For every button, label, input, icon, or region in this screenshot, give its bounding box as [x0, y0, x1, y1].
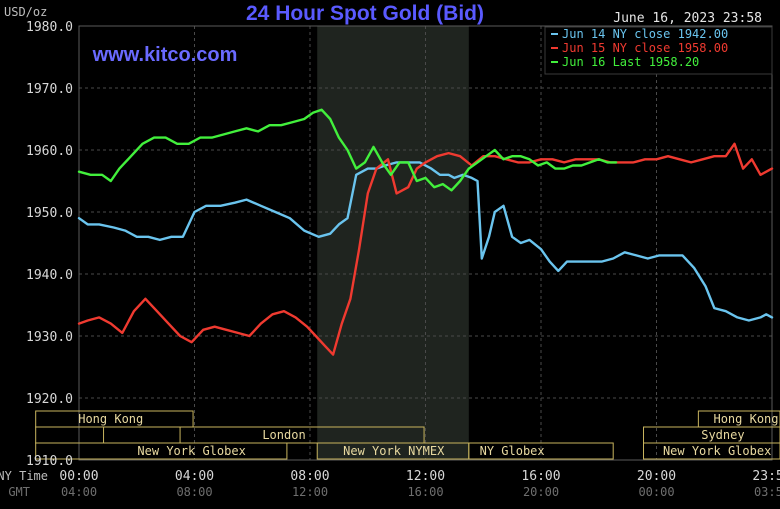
- series-line-0: [77, 161, 774, 322]
- x-tick-label-ny: 00:00: [59, 469, 98, 484]
- series-line-2: [77, 108, 618, 192]
- session-label: New York Globex: [137, 444, 245, 458]
- x-tick-label-ny: 04:00: [175, 469, 214, 484]
- session-bar: [468, 442, 614, 460]
- session-bar: [35, 410, 194, 428]
- x-tick-label-gmt: 08:00: [176, 485, 212, 499]
- y-axis-ticks: 1980.0 1970.0 1960.0 1950.0 1940.0 1930.0 1920…: [26, 20, 73, 469]
- legend-entry: Jun 16 Last 1958.20: [562, 55, 699, 69]
- session-label: Hong Kong: [713, 412, 778, 426]
- x-tick-label-ny: 12:00: [406, 469, 445, 484]
- x-row-label-gmt: GMT: [8, 485, 30, 499]
- trading-sessions: Hong Kong Hong Kong London Sydney New York G…: [35, 410, 780, 460]
- session-bar: [35, 442, 288, 460]
- x-row-label-ny: NY Time: [0, 469, 48, 483]
- x-tick-label-gmt: 03:59: [754, 485, 780, 499]
- session-bar: [179, 426, 425, 444]
- legend-entry: Jun 15 NY close 1958.00: [562, 41, 728, 55]
- y-tick-label: 1950.0: [26, 206, 73, 221]
- session-label: New York NYMEX: [343, 444, 445, 458]
- plot-frame: [78, 25, 773, 461]
- x-axis-ticks: 00:0004:0004:0008:0008:0012:0012:0016:00…: [59, 469, 780, 499]
- session-label: New York Globex: [663, 444, 771, 458]
- chart-date: June 16, 2023 23:58: [613, 11, 762, 26]
- legend-box: [544, 26, 773, 75]
- y-axis-label: USD/oz: [4, 5, 47, 19]
- y-tick-label: 1910.0: [26, 454, 73, 469]
- y-tick-label: 1940.0: [26, 268, 73, 283]
- session-label: London: [262, 428, 305, 442]
- y-tick-label: 1960.0: [26, 144, 73, 159]
- y-tick-label: 1970.0: [26, 82, 73, 97]
- x-tick-label-ny: 23:59: [752, 469, 780, 484]
- y-tick-label: 1930.0: [26, 330, 73, 345]
- website-url[interactable]: www.kitco.com: [92, 44, 238, 66]
- x-tick-label-gmt: 16:00: [407, 485, 443, 499]
- x-tick-label-ny: 08:00: [290, 469, 329, 484]
- x-tick-label-gmt: 20:00: [523, 485, 559, 499]
- nymex-shaded-region: [317, 26, 469, 460]
- session-label: Sydney: [701, 428, 744, 442]
- x-tick-label-ny: 16:00: [521, 469, 560, 484]
- x-tick-label-gmt: 00:00: [638, 485, 674, 499]
- x-tick-label-gmt: 12:00: [292, 485, 328, 499]
- series-line-1: [77, 142, 774, 356]
- price-series: [77, 108, 774, 356]
- legend-entry: Jun 14 NY close 1942.00: [562, 27, 728, 41]
- session-label: Hong Kong: [78, 412, 143, 426]
- y-tick-label: 1920.0: [26, 392, 73, 407]
- y-tick-label: 1980.0: [26, 20, 73, 35]
- session-label: NY Globex: [480, 444, 545, 458]
- x-tick-label-gmt: 04:00: [61, 485, 97, 499]
- chart-title: 24 Hour Spot Gold (Bid): [246, 2, 484, 25]
- x-tick-label-ny: 20:00: [637, 469, 676, 484]
